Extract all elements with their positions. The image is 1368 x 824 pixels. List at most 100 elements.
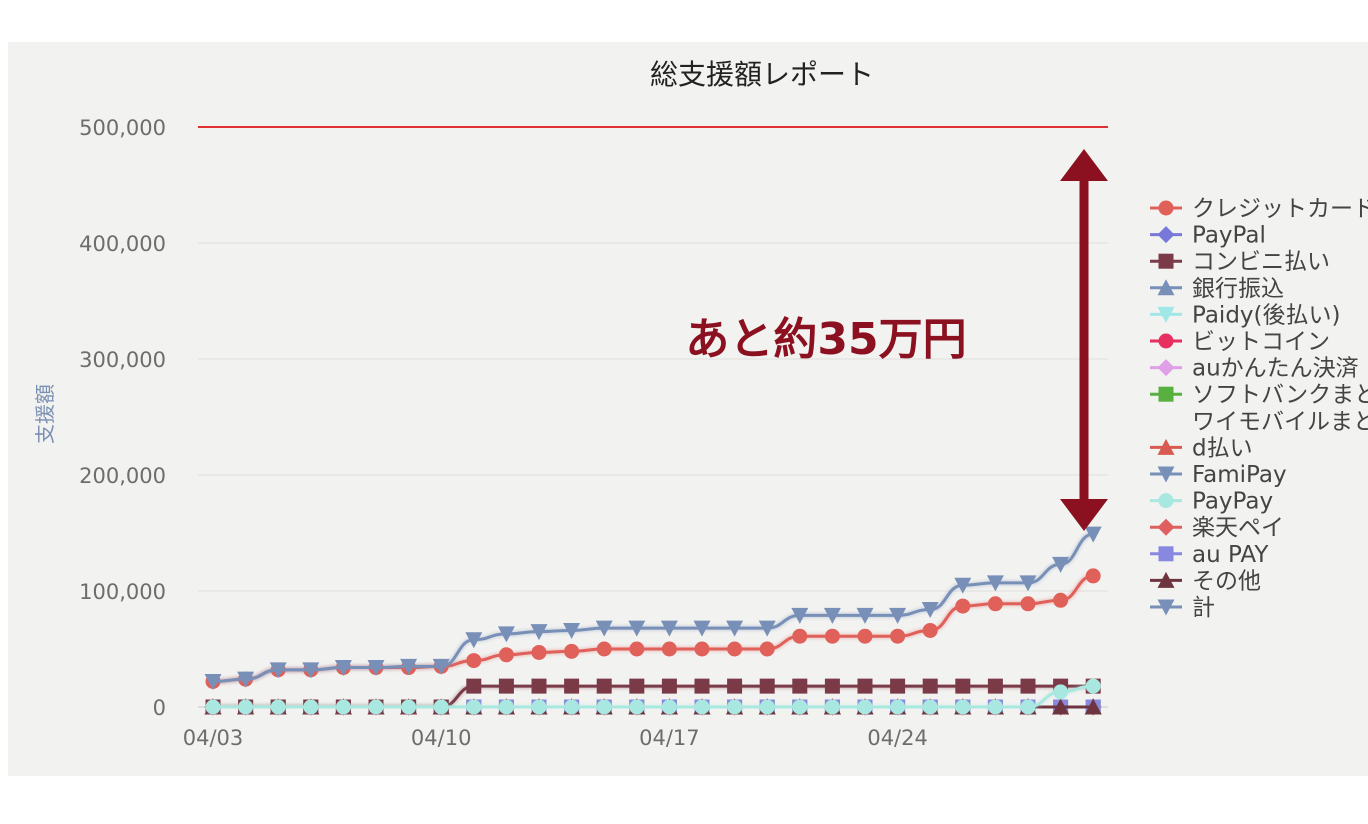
legend-item[interactable]: au PAY (1150, 542, 1269, 568)
data-point (628, 620, 646, 637)
legend-label: コンビニ払い (1192, 249, 1330, 275)
data-point (726, 620, 744, 637)
legend-swatch-marker (1157, 599, 1175, 616)
data-point (954, 577, 972, 594)
legend-label: ビットコイン (1192, 329, 1330, 355)
legend-label: auかんたん決済 (1192, 356, 1359, 382)
data-point (1020, 596, 1036, 612)
legend-item[interactable]: 楽天ペイ (1150, 515, 1284, 541)
data-point (922, 622, 938, 638)
data-point (498, 647, 514, 663)
legend-item[interactable]: 計 (1150, 595, 1215, 621)
data-point (269, 662, 287, 679)
data-point (368, 699, 384, 715)
data-point (824, 678, 840, 694)
data-point (857, 628, 873, 644)
data-point (727, 699, 743, 715)
data-point (270, 699, 286, 715)
data-point (1020, 678, 1036, 694)
data-point (205, 699, 221, 715)
legend-label: FamiPay (1192, 462, 1287, 488)
legend-swatch-marker (1157, 359, 1175, 377)
legend-swatch-marker (1158, 493, 1174, 509)
data-point (237, 671, 255, 688)
data-point (1020, 699, 1036, 715)
legend-swatch-marker (1157, 466, 1175, 483)
legend-item[interactable]: ワイモバイルまとめて支払い (1192, 409, 1368, 435)
data-point (629, 641, 645, 657)
series-layer (204, 526, 1102, 716)
data-point (1052, 698, 1070, 715)
legend-label: PayPal (1192, 223, 1266, 249)
y-tick-label: 400,000 (79, 232, 166, 256)
data-point (890, 699, 906, 715)
data-point (693, 620, 711, 637)
data-point (466, 678, 482, 694)
legend-swatch-marker (1157, 279, 1175, 296)
legend-label: その他 (1192, 568, 1261, 594)
data-point (1084, 698, 1102, 715)
legend-item[interactable]: Paidy(後払い) (1150, 302, 1340, 328)
legend-item[interactable]: PayPay (1150, 489, 1273, 515)
x-tick-label: 04/24 (867, 726, 928, 750)
series-line (213, 684, 1094, 709)
series-14[interactable] (204, 526, 1102, 690)
legend-label: 銀行振込 (1192, 276, 1284, 302)
data-point (564, 678, 580, 694)
legend-swatch-marker (1158, 200, 1174, 216)
line-chart: 0 100,000 200,000 300,000 400,000 500,000 04/0… (33, 58, 1368, 750)
data-point (694, 699, 710, 715)
legend-swatch-marker (1157, 226, 1175, 244)
data-point (661, 678, 677, 694)
data-point (335, 699, 351, 715)
data-point (955, 598, 971, 614)
data-point (530, 624, 548, 641)
legend-item[interactable]: ビットコイン (1150, 329, 1330, 355)
legend-item[interactable]: 銀行振込 (1150, 276, 1284, 302)
data-point (922, 678, 938, 694)
chart-title: 総支援額レポート (650, 58, 874, 91)
data-point (955, 699, 971, 715)
legend-item[interactable]: FamiPay (1150, 462, 1287, 488)
legend-item[interactable]: d払い (1150, 435, 1253, 461)
legend-swatch-marker (1157, 306, 1175, 323)
legend[interactable]: クレジットカードPayPalコンビニ払い銀行振込Paidy(後払い)ビットコイン… (1150, 196, 1368, 621)
data-point (1084, 526, 1102, 543)
legend-swatch-marker (1158, 333, 1174, 349)
data-point (890, 678, 906, 694)
series-10[interactable] (205, 678, 1101, 715)
legend-item[interactable]: コンビニ払い (1150, 249, 1330, 275)
annotation-arrow-head-bottom (1060, 499, 1108, 531)
legend-item[interactable]: その他 (1150, 568, 1261, 594)
data-point (497, 626, 515, 643)
data-point (1053, 684, 1069, 700)
legend-label: d払い (1192, 435, 1253, 461)
data-point (334, 660, 352, 677)
data-point (498, 678, 514, 694)
legend-item[interactable]: クレジットカード (1150, 196, 1368, 222)
data-point (498, 699, 514, 715)
y-tick-label: 0 (153, 696, 166, 720)
legend-item[interactable]: auかんたん決済 (1150, 356, 1359, 382)
data-point (987, 596, 1003, 612)
data-point (595, 620, 613, 637)
data-point (466, 653, 482, 669)
legend-label: ワイモバイルまとめて支払い (1192, 409, 1368, 435)
annotation-layer: あと約35万円 (685, 149, 1108, 531)
legend-swatch-marker (1158, 546, 1174, 562)
data-point (204, 673, 222, 690)
legend-item[interactable]: PayPal (1150, 223, 1266, 249)
data-point (531, 678, 547, 694)
data-point (792, 678, 808, 694)
legend-item[interactable]: ソフトバンクまとめて支払い (1150, 382, 1368, 408)
data-point (367, 660, 385, 677)
data-point (401, 699, 417, 715)
data-point (661, 699, 677, 715)
data-point (1019, 575, 1037, 592)
annotation-arrow-head-top (1060, 149, 1108, 181)
data-point (531, 644, 547, 660)
axis-labels: 0 100,000 200,000 300,000 400,000 500,000 04/0… (79, 116, 928, 750)
data-point (759, 641, 775, 657)
data-point (432, 658, 450, 675)
data-point (824, 699, 840, 715)
